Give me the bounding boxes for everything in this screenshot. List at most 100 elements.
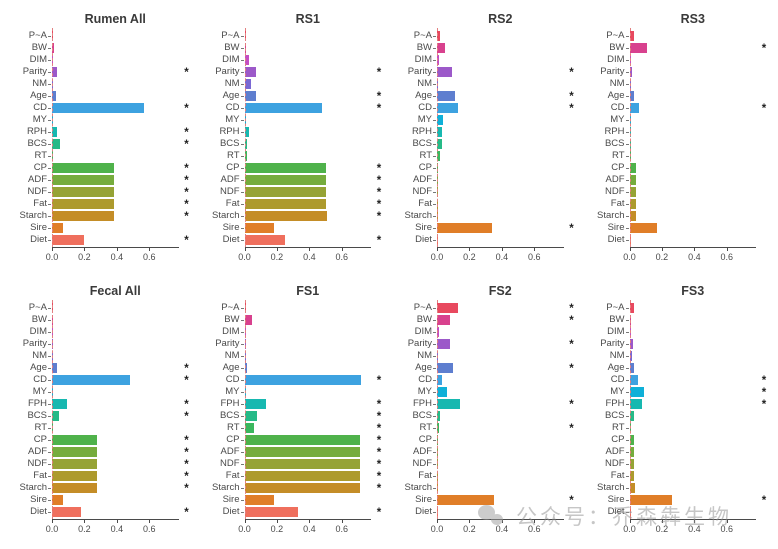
y-tickmark xyxy=(240,156,244,157)
y-label-rt: RT xyxy=(227,150,240,161)
x-axis: 0.0 0.2 0.4 0.6 xyxy=(238,247,371,268)
significance-marker-diet: * xyxy=(376,235,382,247)
bar-ndf xyxy=(52,458,97,470)
y-tickmark xyxy=(625,120,629,121)
y-label-ndf: NDF xyxy=(412,458,432,469)
y-tickmark xyxy=(433,144,436,145)
significance-marker-adf: * xyxy=(184,447,189,459)
significance-marker-age: * xyxy=(569,91,574,103)
x-tickmark xyxy=(726,520,728,523)
significance-empty xyxy=(371,386,387,398)
significance-empty xyxy=(756,186,772,198)
x-ticklabel: 0.0 xyxy=(45,252,59,262)
bar-bcs xyxy=(52,410,59,422)
y-label-p-a: P~A xyxy=(221,30,240,41)
significance-empty xyxy=(756,210,772,222)
bar-p-a xyxy=(629,302,635,314)
significance-marker-rt: * xyxy=(376,423,382,435)
y-tickmark xyxy=(48,96,51,97)
significance-empty xyxy=(564,174,580,186)
y-tickmark xyxy=(433,392,436,393)
panel-title-rs1: RS1 xyxy=(295,12,320,26)
bar-starch xyxy=(52,482,98,494)
y-tickmark xyxy=(48,60,51,61)
y-tickmark xyxy=(433,156,436,157)
bar-diet xyxy=(244,506,299,518)
y-axis-labels: P~A BW DIM Parity NM Age CD MY RPH BCS RT CP ADF NDF F… xyxy=(199,30,245,246)
bar-fat xyxy=(52,198,114,210)
bar-row-ndf xyxy=(437,186,564,198)
panel-rs2: RS2 P~A BW DIM Parity NM Age CD MY RPH BCS RT CP ADF N… xyxy=(391,12,580,268)
bar-ndf xyxy=(52,186,114,198)
bar-row-fat xyxy=(244,198,372,210)
bar-row-adf xyxy=(244,446,372,458)
y-label-adf: ADF xyxy=(220,446,240,457)
significance-empty xyxy=(564,458,580,470)
y-tickmark xyxy=(48,428,51,429)
significance-empty xyxy=(756,350,772,362)
y-label-fat: Fat xyxy=(225,198,240,209)
y-tickmark xyxy=(240,216,244,217)
bar-sire xyxy=(437,222,493,234)
bar-rt xyxy=(244,150,247,162)
bar-row-adf xyxy=(244,174,372,186)
bar-fat xyxy=(629,198,636,210)
y-label-cp: CP xyxy=(226,434,240,445)
x-ticklabel: 0.6 xyxy=(720,252,734,262)
significance-empty xyxy=(371,350,387,362)
significance-empty xyxy=(179,42,195,54)
y-tickmark xyxy=(625,192,629,193)
bar-row-diet xyxy=(437,234,564,246)
y-tickmark xyxy=(625,344,629,345)
y-tickmark xyxy=(240,60,244,61)
significance-marker-fph: * xyxy=(184,399,189,411)
significance-marker-cp: * xyxy=(184,435,189,447)
plot-area xyxy=(48,28,179,247)
bar-fph xyxy=(437,398,460,410)
significance-marker-fph: * xyxy=(761,399,767,411)
y-label-p-a: P~A xyxy=(221,302,240,313)
significance-empty xyxy=(564,42,580,54)
bar-row-starch xyxy=(244,210,372,222)
significance-empty xyxy=(564,198,580,210)
bar-row-my xyxy=(629,386,757,398)
panel-title-rumen-all: Rumen All xyxy=(84,12,146,26)
bar-row-fat xyxy=(437,198,564,210)
y-tickmark xyxy=(240,132,244,133)
bar-row-rt xyxy=(629,422,757,434)
bar-row-bw xyxy=(244,314,372,326)
bar-row-rph xyxy=(629,126,757,138)
significance-marker-fat: * xyxy=(376,199,382,211)
y-label-rt: RT xyxy=(34,150,48,161)
significance-marker-fat: * xyxy=(376,471,382,483)
y-tickmark xyxy=(48,392,51,393)
bar-my xyxy=(437,114,444,126)
y-label-my: MY xyxy=(32,114,47,125)
y-tickmark xyxy=(433,216,436,217)
y-label-cp: CP xyxy=(226,162,240,173)
bar-rt xyxy=(437,150,441,162)
y-label-rt: RT xyxy=(419,422,433,433)
y-tickmark xyxy=(240,404,244,405)
significance-marker-rph: * xyxy=(184,127,189,139)
bar-bw xyxy=(244,314,253,326)
panel-title-fs1: FS1 xyxy=(296,284,320,298)
y-label-diet: Diet xyxy=(607,234,625,245)
bar-row-bcs xyxy=(629,410,757,422)
bar-row-rph xyxy=(52,126,179,138)
y-label-diet: Diet xyxy=(30,234,47,245)
y-label-bcs: BCS xyxy=(604,138,625,149)
significance-marker-age: * xyxy=(569,363,574,375)
y-tickmark xyxy=(625,72,629,73)
bar-row-p-a xyxy=(437,302,564,314)
zero-reference-line xyxy=(52,300,53,519)
significance-marker-diet: * xyxy=(184,507,189,519)
bar-row-ndf xyxy=(629,458,757,470)
bar-sire xyxy=(52,494,64,506)
y-label-rph: RPH xyxy=(411,126,432,137)
significance-marker-cd: * xyxy=(184,103,189,115)
significance-empty xyxy=(564,446,580,458)
significance-empty xyxy=(756,506,772,518)
bar-row-diet xyxy=(52,234,179,246)
significance-empty xyxy=(179,114,195,126)
